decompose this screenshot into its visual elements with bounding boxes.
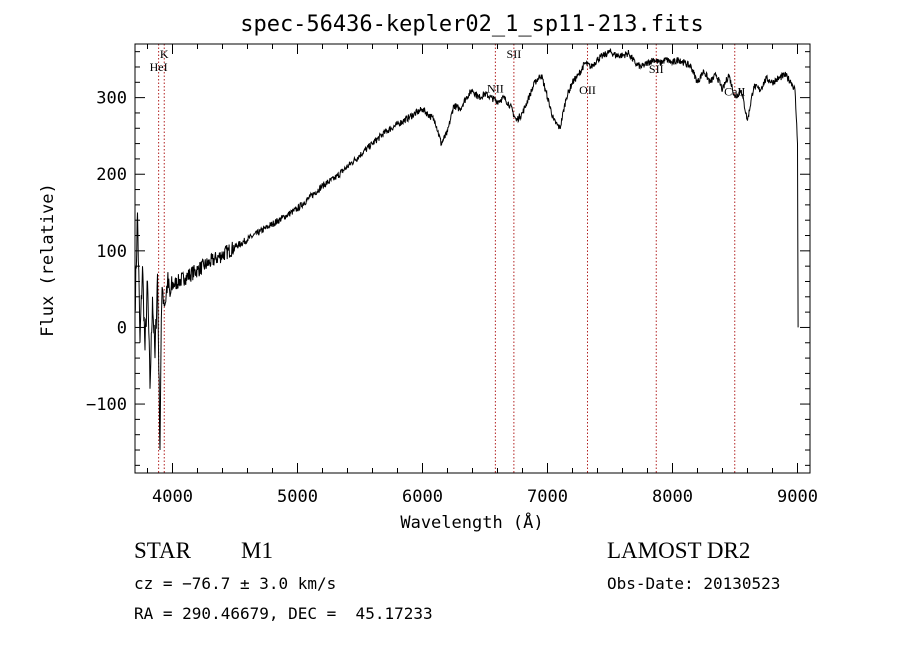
y-tick-label: 0 [117, 318, 127, 338]
x-tick-label: 8000 [652, 487, 693, 507]
axis-ticks: 4000 5000 6000 7000 8000 9000 −100 0 100 200 300 [86, 44, 818, 507]
x-tick-label: 5000 [277, 487, 318, 507]
y-tick-label: 100 [96, 242, 127, 262]
line-label-sii: SII [649, 62, 664, 76]
y-tick-label: 300 [96, 89, 127, 109]
x-axis-label: Wavelength (Å) [400, 511, 543, 533]
survey-name: LAMOST DR2 [607, 538, 751, 563]
line-label-nii: NII [487, 81, 504, 95]
plot-frame [134, 43, 811, 474]
line-label-k: K [160, 47, 169, 61]
y-tick-label: −100 [86, 395, 127, 415]
redshift-cz: cz = −76.7 ± 3.0 km/s [134, 574, 337, 593]
emission-line-markers [158, 44, 736, 473]
line-label-sii: SII [507, 47, 522, 61]
obs-date: Obs-Date: 20130523 [607, 574, 781, 593]
y-axis-label: Flux (relative) [38, 183, 58, 337]
spectrum-line [134, 48, 799, 451]
object-subclass: M1 [241, 538, 273, 563]
line-label-oii: OII [579, 83, 596, 97]
line-label-hei: HeI [150, 60, 168, 74]
x-tick-label: 6000 [402, 487, 443, 507]
object-class: STAR [134, 538, 191, 563]
coordinates: RA = 290.46679, DEC = 45.17233 [134, 604, 433, 623]
x-tick-label: 9000 [777, 487, 818, 507]
chart-title: spec-56436-kepler02_1_sp11-213.fits [240, 12, 704, 37]
x-tick-label: 7000 [527, 487, 568, 507]
y-tick-label: 200 [96, 165, 127, 185]
x-tick-label: 4000 [152, 487, 193, 507]
line-label-caii: CaII [724, 84, 745, 98]
